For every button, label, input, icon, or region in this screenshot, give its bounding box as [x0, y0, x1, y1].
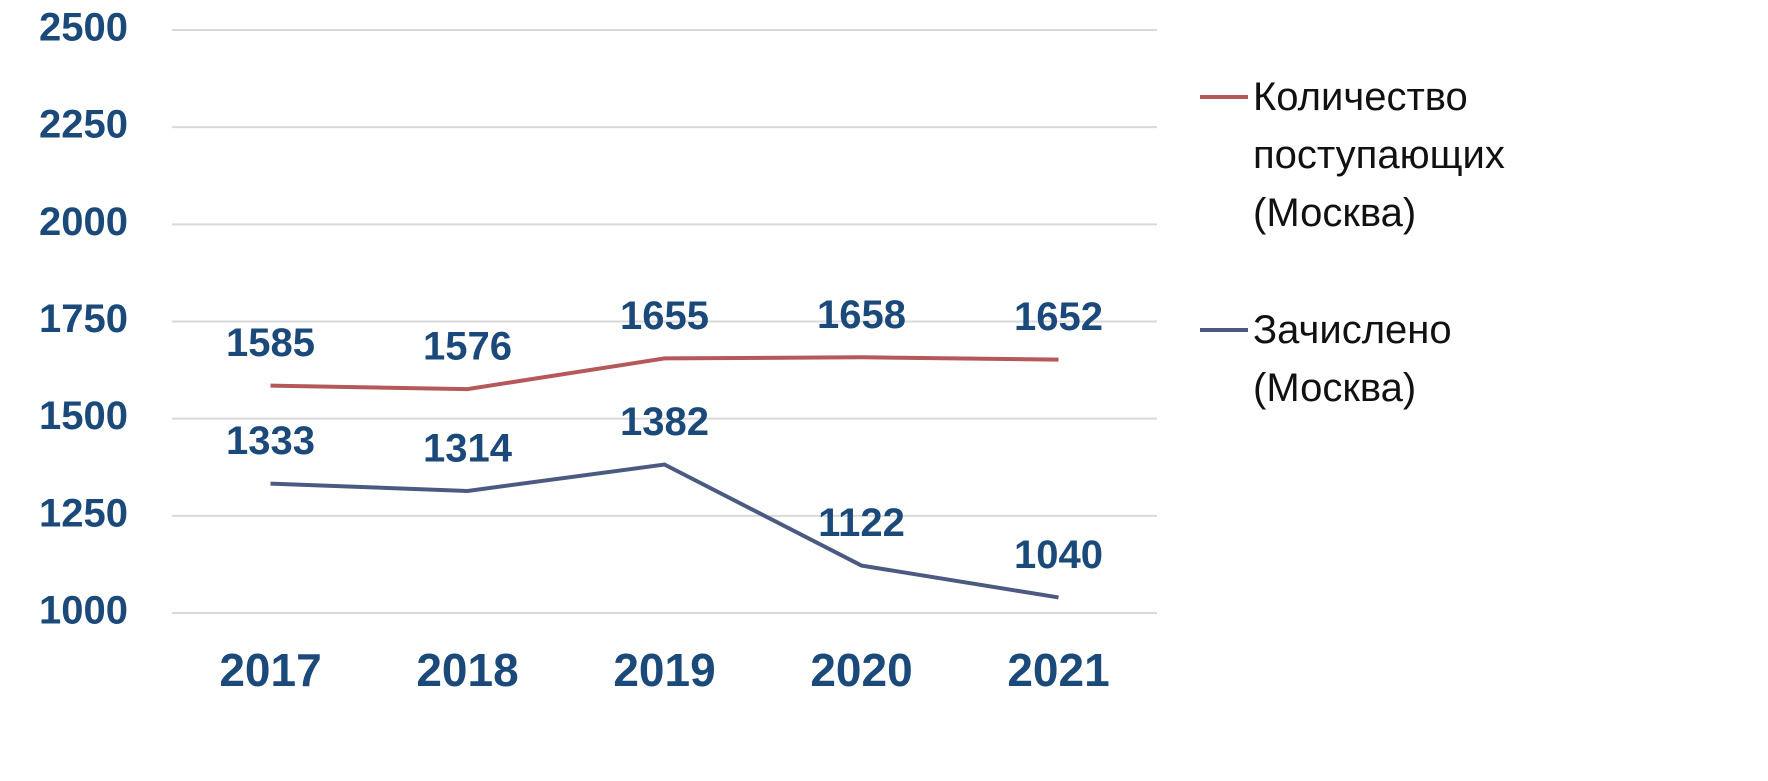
y-tick-label: 1500 — [39, 394, 128, 438]
x-tick-label: 2020 — [810, 644, 912, 696]
y-tick-label: 2000 — [39, 200, 128, 244]
data-label: 1576 — [423, 325, 512, 369]
data-label: 1652 — [1014, 295, 1103, 339]
x-tick-label: 2021 — [1007, 644, 1109, 696]
data-label: 1333 — [226, 419, 315, 463]
legend-label: Количество поступающих (Москва) — [1253, 75, 1505, 235]
x-tick-label: 2017 — [219, 644, 321, 696]
legend-label: Зачислено (Москва) — [1253, 308, 1452, 410]
y-tick-label: 1000 — [39, 589, 128, 633]
y-tick-label: 1750 — [39, 297, 128, 341]
data-label: 1585 — [226, 321, 315, 365]
series-line — [270, 355, 1059, 392]
x-tick-label: 2018 — [416, 644, 518, 696]
data-label: 1040 — [1014, 533, 1103, 577]
data-label: 1655 — [620, 294, 709, 338]
y-tick-label: 2500 — [39, 6, 128, 50]
data-label: 1658 — [817, 293, 906, 337]
series-line — [270, 462, 1059, 600]
data-label: 1314 — [423, 427, 513, 471]
y-tick-label: 1250 — [39, 491, 128, 535]
data-label: 1382 — [620, 400, 709, 444]
x-tick-label: 2019 — [613, 644, 715, 696]
data-label: 1122 — [818, 501, 905, 545]
y-tick-label: 2250 — [39, 103, 128, 147]
